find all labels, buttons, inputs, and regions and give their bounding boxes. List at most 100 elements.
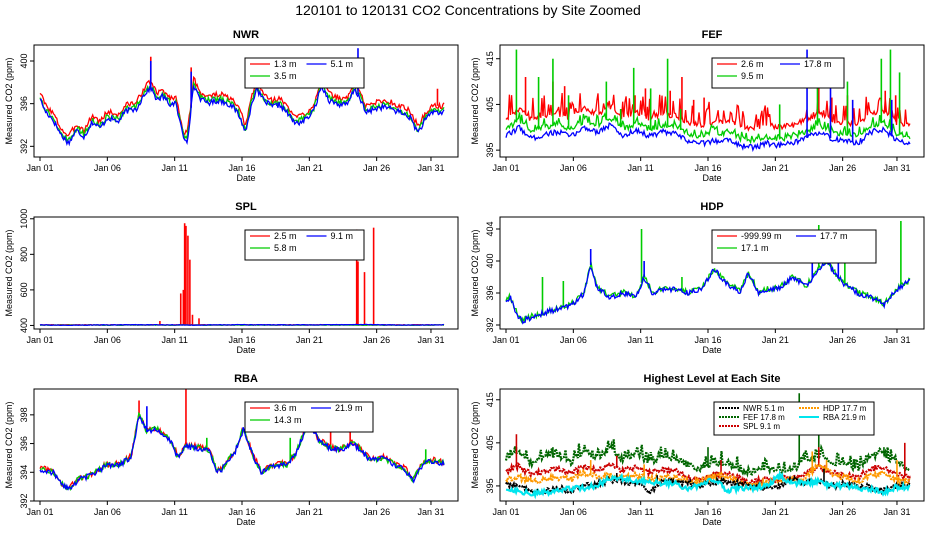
panel-title: HDP	[700, 201, 723, 213]
y-tick-label: 394	[19, 465, 29, 480]
y-tick-label: 392	[19, 493, 29, 508]
legend-label: 9.5 m	[741, 71, 764, 81]
x-tick-label: Jan 01	[26, 163, 53, 173]
x-tick-label: Jan 06	[560, 507, 587, 517]
y-tick-label: 415	[485, 51, 495, 66]
series-group	[39, 48, 445, 147]
legend-label: 14.3 m	[274, 415, 302, 425]
x-tick-label: Jan 16	[228, 335, 255, 345]
y-tick-label: 1000	[19, 209, 29, 229]
legend-label: FEF 17.8 m	[743, 413, 785, 422]
series-line-9-1-m	[39, 323, 445, 327]
series-line-3-5-m	[39, 80, 445, 143]
plot-frame	[33, 44, 459, 158]
series-line-17-8-m	[505, 122, 911, 153]
y-tick-label: 396	[19, 96, 29, 111]
y-tick-label: 395	[485, 143, 495, 158]
x-tick-label: Jan 06	[94, 335, 121, 345]
series-line-9-5-m	[505, 111, 911, 145]
x-tick-label: Jan 06	[560, 335, 587, 345]
x-axis-label: Date	[236, 173, 255, 183]
legend-label: 3.6 m	[274, 403, 297, 413]
figure-title: 120101 to 120131 CO2 Concentrations by S…	[295, 2, 641, 18]
chart-panels: NWR Jan 01 Jan 06 Jan 11 Jan 16 Jan 21 Jan 26 J…	[4, 29, 925, 527]
panel-title: NWR	[233, 29, 259, 41]
x-tick-label: Jan 31	[883, 335, 910, 345]
panel-highest-level-at-each-site: Highest Level at Each Site Jan 01 Jan 06 Ja…	[470, 373, 925, 527]
y-axis-label: Measured CO2 (ppm)	[470, 229, 480, 316]
y-tick-label: 400	[485, 253, 495, 268]
x-tick-label: Jan 06	[560, 163, 587, 173]
y-tick-label: 600	[19, 282, 29, 297]
plot-frame	[499, 388, 925, 502]
x-tick-label: Jan 21	[762, 507, 789, 517]
x-axis-label: Date	[236, 517, 255, 527]
series-group	[505, 49, 911, 153]
y-axis-label: Measured CO2 (ppm)	[4, 57, 14, 144]
x-axis-label: Date	[702, 345, 721, 355]
x-tick-label: Jan 26	[363, 507, 390, 517]
x-tick-label: Jan 21	[296, 507, 323, 517]
legend-label: 2.6 m	[741, 59, 764, 69]
x-tick-label: Jan 31	[883, 163, 910, 173]
x-tick-label: Jan 11	[161, 507, 187, 517]
plot-frame	[33, 216, 459, 330]
legend: -999.99 m 17.7 m 17.1 m	[711, 229, 877, 264]
x-tick-label: Jan 21	[762, 163, 789, 173]
series-line-hdp-17-7-m	[505, 463, 911, 492]
series-line-3-6-m	[39, 413, 445, 490]
y-tick-label: 415	[485, 392, 495, 407]
legend-label: 17.7 m	[820, 231, 848, 241]
legend-label: NWR 5.1 m	[743, 404, 785, 413]
legend-label: SPL 9.1 m	[743, 422, 780, 431]
x-tick-label: Jan 01	[492, 335, 519, 345]
x-tick-label: Jan 21	[296, 335, 323, 345]
y-tick-label: 400	[19, 318, 29, 333]
legend-label: 5.1 m	[331, 59, 354, 69]
panel-title: Highest Level at Each Site	[644, 373, 781, 385]
plot-frame	[33, 388, 459, 502]
y-axis-label: Measured CO2 (ppm)	[470, 401, 480, 488]
legend-label: HDP 17.7 m	[823, 404, 867, 413]
x-tick-label: Jan 11	[627, 507, 653, 517]
legend-label: 5.8 m	[274, 243, 297, 253]
y-tick-label: 405	[485, 435, 495, 450]
series-line-17-1-m	[505, 261, 911, 324]
legend-label: 9.1 m	[331, 231, 354, 241]
x-tick-label: Jan 21	[296, 163, 323, 173]
series-line-spl-9-1-m	[505, 461, 912, 488]
legend-box	[244, 229, 365, 261]
series-group	[504, 393, 912, 500]
x-tick-label: Jan 16	[694, 163, 721, 173]
y-tick-label: 400	[19, 53, 29, 68]
x-tick-label: Jan 26	[829, 507, 856, 517]
legend-box	[244, 57, 365, 89]
x-tick-label: Jan 01	[492, 507, 519, 517]
series-line-5-1-m	[39, 84, 445, 147]
y-axis-label: Measured CO2 (ppm)	[470, 57, 480, 144]
y-axis-label: Measured CO2 (ppm)	[4, 401, 14, 488]
series-group	[39, 389, 445, 492]
panel-title: FEF	[702, 29, 723, 41]
y-tick-label: 800	[19, 247, 29, 262]
plot-frame	[499, 44, 925, 158]
legend-box	[713, 401, 875, 436]
x-tick-label: Jan 26	[829, 163, 856, 173]
x-axis-label: Date	[236, 345, 255, 355]
x-tick-label: Jan 31	[417, 335, 444, 345]
x-tick-label: Jan 26	[363, 163, 390, 173]
y-tick-label: 392	[485, 317, 495, 332]
legend-box	[711, 229, 877, 264]
x-tick-label: Jan 31	[417, 163, 444, 173]
y-tick-label: 396	[19, 436, 29, 451]
x-tick-label: Jan 31	[883, 507, 910, 517]
legend: 3.6 m 21.9 m 14.3 m	[244, 401, 374, 433]
x-tick-label: Jan 26	[363, 335, 390, 345]
legend-label: RBA 21.9 m	[823, 413, 866, 422]
x-tick-label: Jan 06	[94, 163, 121, 173]
x-tick-label: Jan 11	[161, 163, 187, 173]
legend: NWR 5.1 m HDP 17.7 m FEF 17.8 m RBA 21.9 m S…	[713, 401, 875, 436]
x-axis-label: Date	[702, 517, 721, 527]
y-tick-label: 404	[485, 221, 495, 236]
